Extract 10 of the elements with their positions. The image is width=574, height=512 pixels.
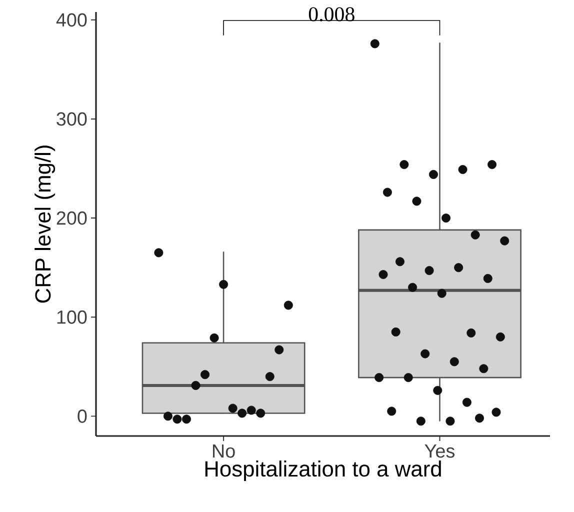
y-tick-label: 0 xyxy=(78,409,87,423)
x-axis-title: Hospitalization to a ward xyxy=(205,460,441,481)
y-axis-title: CRP level (mg/l) xyxy=(34,146,56,303)
y-tick-label: 400 xyxy=(56,13,87,27)
x-tick-label: Yes xyxy=(424,444,455,458)
y-tick-label: 100 xyxy=(57,310,87,324)
x-tick-label: No xyxy=(213,444,235,458)
y-tick-label: 300 xyxy=(56,112,87,126)
annotation: 0.008 xyxy=(308,7,354,22)
y-tick-label: 200 xyxy=(56,211,87,225)
